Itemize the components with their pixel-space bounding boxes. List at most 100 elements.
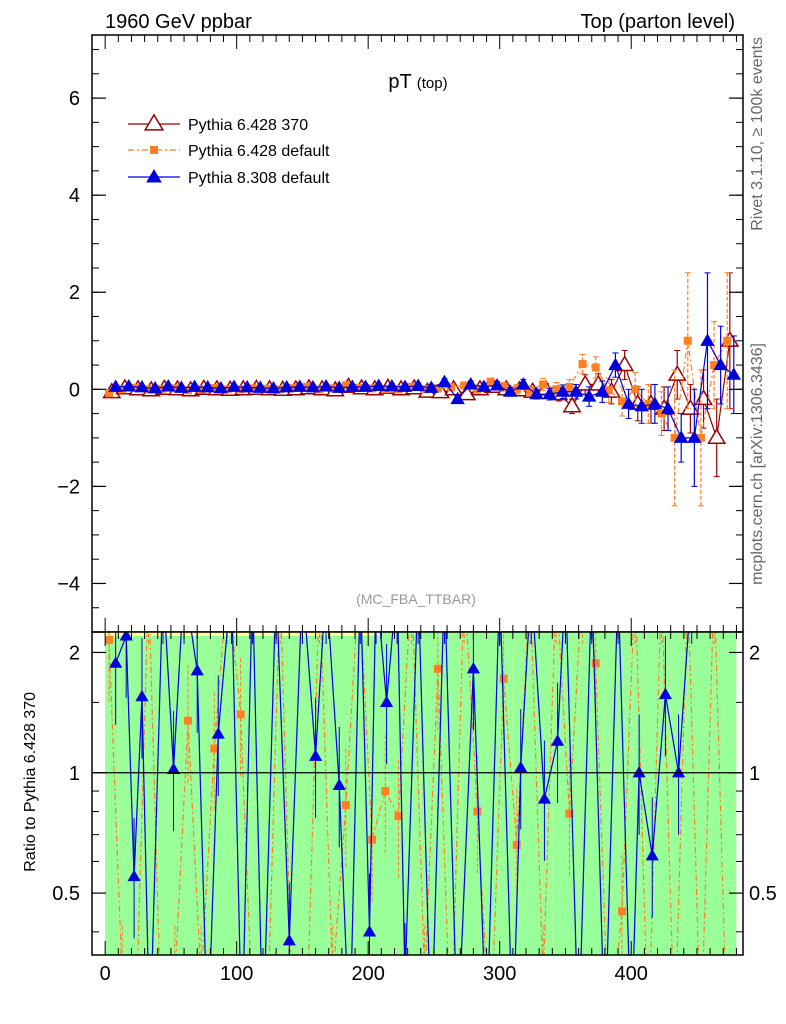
series-3-point bbox=[345, 379, 360, 392]
ratio-ytick-label: 1 bbox=[69, 763, 80, 785]
series-3-point bbox=[253, 380, 268, 393]
series-3-point bbox=[410, 378, 426, 391]
series-3-point bbox=[108, 379, 123, 392]
ratio-series-2-point bbox=[379, 695, 394, 708]
main-ytick-label: −4 bbox=[57, 573, 80, 595]
x-tick-label: 400 bbox=[615, 963, 648, 985]
series-2-point bbox=[644, 399, 653, 408]
ratio-series-2-point bbox=[514, 760, 528, 773]
ratio-series-1-point bbox=[512, 840, 521, 849]
ratio-series bbox=[105, 632, 726, 955]
ratio-series-1-point bbox=[105, 635, 114, 644]
series-2-point bbox=[420, 385, 429, 394]
series-2-point bbox=[170, 384, 179, 393]
series-3-point bbox=[174, 380, 189, 393]
series-3-point bbox=[161, 378, 176, 392]
ratio-band-inner bbox=[696, 632, 711, 955]
ratio-band-inner bbox=[105, 635, 119, 955]
ratio-band-inner bbox=[631, 632, 645, 955]
series-3-point bbox=[476, 379, 492, 392]
legend-entry-2: Pythia 6.428 default bbox=[128, 143, 330, 160]
ratio-series-1-point bbox=[473, 807, 482, 816]
series-3-point bbox=[647, 396, 663, 409]
series-3-point bbox=[700, 333, 715, 346]
series-2-point bbox=[552, 385, 561, 394]
ratio-band-inner bbox=[710, 632, 724, 955]
ratio-series-2-point bbox=[332, 778, 346, 790]
series-3-point bbox=[279, 379, 294, 393]
series-3-point bbox=[450, 391, 465, 405]
series-3-point bbox=[608, 357, 623, 371]
series-3-point bbox=[187, 379, 202, 392]
series-3-point bbox=[134, 379, 150, 393]
series-2-point bbox=[236, 385, 245, 394]
series-3-point bbox=[147, 380, 163, 394]
ratio-band-inner bbox=[407, 632, 421, 955]
ratio-band-inner bbox=[433, 632, 448, 955]
ratio-band-inner bbox=[118, 635, 132, 955]
series-3-point bbox=[424, 380, 439, 393]
ratio-band-inner bbox=[355, 635, 369, 955]
ratio-band-inner bbox=[644, 632, 658, 955]
ratio-series-1-point bbox=[368, 835, 377, 844]
ratio-series-2-point bbox=[645, 848, 659, 861]
main-ytick-label: 4 bbox=[69, 185, 80, 207]
ratio-series-1-point bbox=[341, 801, 350, 810]
plot-title-main: pT bbox=[388, 71, 411, 93]
series-3-point bbox=[437, 374, 452, 388]
series-2-point bbox=[710, 361, 719, 370]
ratio-series-1-point bbox=[184, 716, 193, 725]
series-2-point bbox=[565, 382, 574, 391]
ratio-series-2-point bbox=[135, 689, 149, 702]
series-3-point bbox=[213, 380, 229, 394]
ratio-band-inner bbox=[223, 635, 237, 955]
ratio-ytick-label-right: 0.5 bbox=[749, 883, 777, 905]
series-3-point bbox=[226, 379, 242, 392]
ratio-axes: 0.5 0.5 1 1 2 2 0 100 200 300 400 bbox=[52, 631, 777, 985]
ratio-series-2-point bbox=[632, 765, 646, 778]
x-tick-label: 100 bbox=[220, 963, 253, 985]
series-3-point bbox=[621, 396, 636, 409]
series-2-point bbox=[341, 381, 350, 390]
ratio-ytick-label: 2 bbox=[69, 642, 80, 664]
series-3-point bbox=[384, 378, 400, 392]
ratio-series-1-line bbox=[108, 632, 726, 955]
series-3-point bbox=[595, 384, 610, 397]
ratio-frame bbox=[91, 631, 744, 956]
main-ytick-label: 6 bbox=[69, 88, 80, 110]
series-3-point bbox=[318, 378, 334, 392]
ratio-series-2-point bbox=[119, 632, 133, 641]
series-3-point bbox=[121, 378, 137, 392]
ratio-series-2-point bbox=[190, 663, 204, 676]
ratio-band-inner bbox=[315, 635, 329, 955]
series-3-point bbox=[555, 384, 571, 397]
legend-label: Pythia 8.308 default bbox=[188, 170, 330, 187]
series-2-point bbox=[118, 385, 127, 394]
series-3-point bbox=[371, 378, 386, 391]
main-ytick-label: 0 bbox=[69, 379, 80, 401]
ratio-series-2-point bbox=[658, 687, 673, 700]
header-left: 1960 GeV ppbar bbox=[105, 11, 252, 33]
ratio-series-2-point bbox=[537, 792, 552, 804]
series-3-point bbox=[305, 379, 321, 393]
ratio-band-inner bbox=[184, 635, 198, 955]
series-2-point bbox=[289, 383, 298, 392]
series-2-point bbox=[197, 385, 206, 394]
series-3-point bbox=[634, 398, 649, 412]
ratio-series-1 bbox=[105, 632, 726, 955]
series-2-point bbox=[394, 385, 403, 394]
series-2-point bbox=[315, 385, 324, 394]
ratio-series-1-point bbox=[565, 809, 574, 818]
ratio-series-1-point bbox=[499, 674, 508, 683]
ratio-series-1-point bbox=[210, 744, 219, 753]
series-2-point bbox=[105, 389, 114, 398]
series-2-point bbox=[539, 380, 548, 389]
series-3-point bbox=[332, 380, 347, 393]
series-2-point bbox=[368, 384, 377, 393]
legend-entry-3: Pythia 8.308 default bbox=[128, 168, 330, 187]
plot-title: pT (top) bbox=[388, 71, 447, 93]
ratio-ylabel: Ratio to Pythia 6.428 370 bbox=[22, 692, 39, 872]
series-3-point bbox=[581, 389, 597, 402]
legend-label: Pythia 6.428 default bbox=[188, 143, 330, 160]
